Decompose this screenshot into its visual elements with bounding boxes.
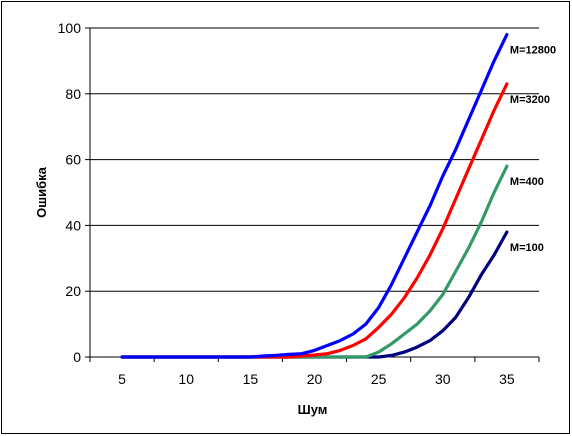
x-tick-label-20: 20 bbox=[307, 371, 323, 387]
series-line-m-12800 bbox=[120, 32, 509, 359]
series-label-m-100: M=100 bbox=[510, 242, 544, 254]
series-label-m-12800: M=12800 bbox=[510, 45, 556, 57]
series-group bbox=[120, 32, 509, 359]
series-line-m-3200 bbox=[120, 82, 509, 359]
series-label-m-3200: M=3200 bbox=[510, 94, 550, 106]
y-tick-label-40: 40 bbox=[65, 217, 81, 233]
x-tick-label-15: 15 bbox=[243, 371, 259, 387]
x-axis-title: Шум bbox=[298, 402, 328, 417]
x-tick-label-25: 25 bbox=[371, 371, 387, 387]
x-tick-label-30: 30 bbox=[435, 371, 451, 387]
series-label-m-400: M=400 bbox=[510, 176, 544, 188]
x-tick-label-5: 5 bbox=[118, 371, 126, 387]
y-tick-label-80: 80 bbox=[65, 86, 81, 102]
labels-group: 0 20 40 60 80 100 5 10 15 20 25 30 35 Шум Ошибка M=100 M… bbox=[34, 20, 556, 417]
y-tick-label-20: 20 bbox=[65, 283, 81, 299]
y-tick-label-100: 100 bbox=[58, 20, 82, 36]
x-tick-label-35: 35 bbox=[499, 371, 515, 387]
x-tick-label-10: 10 bbox=[178, 371, 194, 387]
y-tick-label-60: 60 bbox=[65, 152, 81, 168]
y-axis-title: Ошибка bbox=[34, 166, 49, 217]
gridlines bbox=[90, 27, 539, 292]
y-tick-label-0: 0 bbox=[73, 349, 81, 365]
